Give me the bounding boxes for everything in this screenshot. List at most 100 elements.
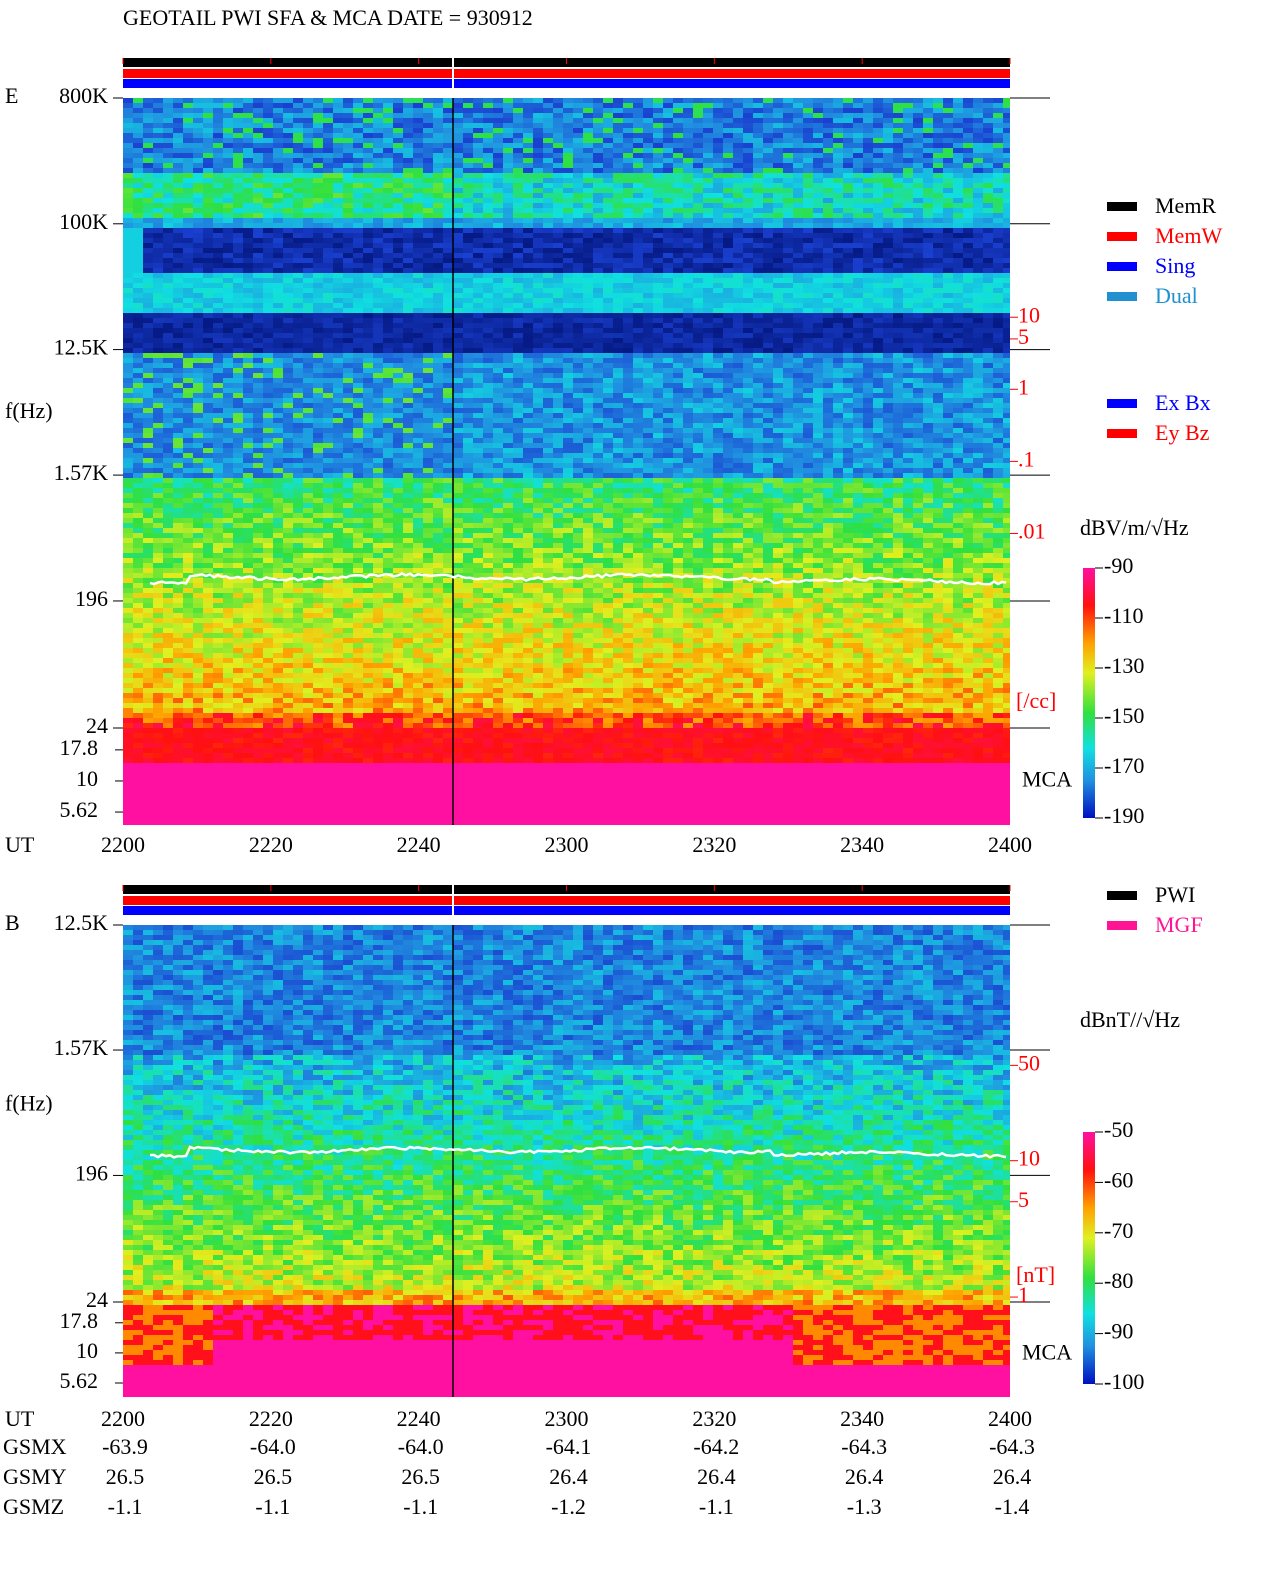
spectrogram-cell bbox=[803, 183, 813, 188]
spectrogram-cell bbox=[963, 318, 973, 323]
spectrogram-cell bbox=[253, 173, 263, 178]
spectrogram-cell bbox=[603, 263, 613, 268]
spectrogram-cell bbox=[763, 133, 773, 138]
spectrogram-cell bbox=[483, 148, 493, 153]
spectrogram-cell bbox=[973, 313, 983, 318]
spectrogram-cell bbox=[973, 128, 983, 133]
spectrogram-cell bbox=[943, 153, 953, 158]
spectrogram-cell bbox=[143, 208, 153, 213]
spectrogram-cell bbox=[553, 223, 563, 228]
spectrogram-cell bbox=[393, 208, 403, 213]
spectrogram-cell bbox=[463, 218, 473, 223]
spectrogram-cell bbox=[603, 233, 613, 238]
spectrogram-cell bbox=[623, 343, 633, 348]
spectrogram-cell bbox=[963, 218, 973, 223]
spectrogram-cell bbox=[283, 313, 293, 318]
spectrogram-cell bbox=[883, 198, 893, 203]
spectrogram-cell bbox=[843, 213, 853, 218]
spectrogram-cell bbox=[153, 323, 163, 328]
spectrogram-cell bbox=[593, 98, 603, 103]
spectrogram-cell bbox=[753, 228, 763, 233]
spectrogram-cell bbox=[493, 218, 503, 223]
spectrogram-cell bbox=[753, 308, 763, 313]
spectrogram-cell bbox=[653, 213, 663, 218]
spectrogram-cell bbox=[143, 258, 153, 263]
spectrogram-cell bbox=[293, 178, 303, 183]
spectrogram-cell bbox=[343, 348, 353, 353]
spectrogram-cell bbox=[953, 153, 963, 158]
spectrogram-cell bbox=[753, 358, 763, 363]
spectrogram-cell bbox=[183, 273, 193, 278]
spectrogram-cell bbox=[893, 213, 903, 218]
spectrogram-cell bbox=[533, 153, 543, 158]
spectrogram-cell bbox=[473, 148, 483, 153]
spectrogram-cell bbox=[603, 153, 613, 158]
spectrogram-cell bbox=[293, 343, 303, 348]
spectrogram-cell bbox=[473, 188, 483, 193]
spectrogram-cell bbox=[153, 258, 163, 263]
spectrogram-cell bbox=[723, 168, 733, 173]
spectrogram-cell bbox=[813, 108, 823, 113]
spectrogram-cell bbox=[813, 103, 823, 108]
spectrogram-cell bbox=[463, 343, 473, 348]
spectrogram-cell bbox=[363, 353, 373, 358]
spectrogram-cell bbox=[203, 303, 213, 308]
spectrogram-cell bbox=[643, 308, 653, 313]
spectrogram-cell bbox=[273, 223, 283, 228]
spectrogram-cell bbox=[463, 348, 473, 353]
spectrogram-cell bbox=[773, 363, 783, 368]
spectrogram-cell bbox=[313, 188, 323, 193]
spectrogram-cell bbox=[933, 278, 943, 283]
spectrogram-cell bbox=[433, 238, 443, 243]
spectrogram-cell bbox=[813, 243, 823, 248]
spectrogram-cell bbox=[623, 243, 633, 248]
spectrogram-cell bbox=[703, 363, 713, 368]
spectrogram-cell bbox=[643, 133, 653, 138]
spectrogram-cell bbox=[973, 348, 983, 353]
spectrogram-cell bbox=[873, 178, 883, 183]
spectrogram-cell bbox=[843, 263, 853, 268]
spectrogram-cell bbox=[173, 163, 183, 168]
spectrogram-cell bbox=[343, 98, 353, 103]
spectrogram-cell bbox=[843, 228, 853, 233]
spectrogram-cell bbox=[903, 353, 913, 358]
spectrogram-cell bbox=[123, 233, 133, 238]
spectrogram-cell bbox=[493, 338, 503, 343]
spectrogram-cell bbox=[573, 273, 583, 278]
spectrogram-cell bbox=[223, 133, 233, 138]
spectrogram-cell bbox=[123, 108, 133, 113]
spectrogram-cell bbox=[703, 308, 713, 313]
spectrogram-cell bbox=[893, 323, 903, 328]
spectrogram-cell bbox=[863, 193, 873, 198]
spectrogram-cell bbox=[353, 288, 363, 293]
spectrogram-cell bbox=[653, 278, 663, 283]
spectrogram-cell bbox=[813, 233, 823, 238]
spectrogram-cell bbox=[493, 328, 503, 333]
spectrogram-cell bbox=[203, 313, 213, 318]
spectrogram-cell bbox=[593, 228, 603, 233]
spectrogram-cell bbox=[833, 128, 843, 133]
spectrogram-cell bbox=[633, 283, 643, 288]
spectrogram-cell bbox=[993, 203, 1003, 208]
spectrogram-cell bbox=[983, 148, 993, 153]
spectrogram-cell bbox=[143, 168, 153, 173]
spectrogram-cell bbox=[543, 203, 553, 208]
spectrogram-cell bbox=[413, 138, 423, 143]
spectrogram-cell bbox=[183, 298, 193, 303]
spectrogram-cell bbox=[153, 363, 163, 368]
spectrogram-cell bbox=[153, 268, 163, 273]
spectrogram-cell bbox=[493, 113, 503, 118]
spectrogram-cell bbox=[513, 208, 523, 213]
spectrogram-cell bbox=[483, 238, 493, 243]
spectrogram-cell bbox=[533, 273, 543, 278]
spectrogram-cell bbox=[383, 258, 393, 263]
spectrogram-cell bbox=[343, 293, 353, 298]
spectrogram-cell bbox=[193, 343, 203, 348]
spectrogram-cell bbox=[793, 223, 803, 228]
spectrogram-cell bbox=[243, 318, 253, 323]
spectrogram-cell bbox=[473, 373, 483, 378]
spectrogram-cell bbox=[323, 238, 333, 243]
spectrogram-cell bbox=[903, 148, 913, 153]
spectrogram-cell bbox=[613, 353, 623, 358]
spectrogram-cell bbox=[353, 308, 363, 313]
